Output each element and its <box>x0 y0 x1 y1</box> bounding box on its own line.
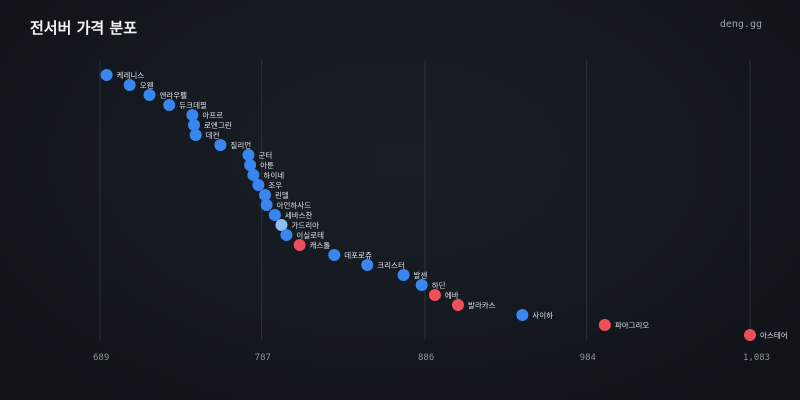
data-point[interactable]: 발센 <box>397 269 428 281</box>
gridlines <box>99 60 751 340</box>
data-point[interactable]: 에바 <box>428 289 459 301</box>
x-axis-ticks: 689 787 886 984 1,083 <box>93 353 770 363</box>
point-label: 발라카스 <box>468 301 496 310</box>
point-marker[interactable] <box>516 309 529 321</box>
point-marker[interactable] <box>186 109 199 121</box>
data-points: 케레니스오웬엔라우펠듀크데필아프르로엔그린데컨질리언군터아툰하이네조우린델아인하… <box>100 69 788 341</box>
point-label: 크리스터 <box>377 261 405 270</box>
x-tick-label: 689 <box>93 353 109 363</box>
point-marker[interactable] <box>260 199 273 211</box>
point-label: 엔라우펠 <box>159 90 187 100</box>
point-marker[interactable] <box>244 159 257 171</box>
point-label: 듀크데필 <box>179 100 207 110</box>
point-label: 조우 <box>268 181 282 190</box>
data-point[interactable]: 린델 <box>258 189 289 201</box>
data-point[interactable]: 세바스찬 <box>268 209 313 221</box>
point-label: 케레니스 <box>117 71 145 80</box>
point-marker[interactable] <box>744 329 756 341</box>
point-label: 세바스찬 <box>285 210 313 220</box>
x-tick-label: 984 <box>580 353 596 363</box>
point-label: 로엔그린 <box>204 120 232 130</box>
data-point[interactable]: 아프르 <box>186 109 223 121</box>
data-point[interactable]: 듀크데필 <box>163 99 207 111</box>
point-label: 아인하사드 <box>277 200 312 210</box>
point-label: 이실로테 <box>296 230 324 240</box>
point-marker[interactable] <box>451 299 464 311</box>
point-marker[interactable] <box>361 259 374 271</box>
point-marker[interactable] <box>328 249 341 261</box>
data-point[interactable]: 아툰 <box>244 159 274 171</box>
point-marker[interactable] <box>252 179 265 191</box>
data-point[interactable]: 질리언 <box>214 139 251 151</box>
data-point[interactable]: 캐스톨 <box>293 239 331 251</box>
point-marker[interactable] <box>188 119 201 131</box>
data-point[interactable]: 가드리아 <box>275 219 319 231</box>
point-marker[interactable] <box>163 99 176 111</box>
point-marker[interactable] <box>247 169 260 181</box>
chart-title: 전서버 가격 분포 <box>30 19 138 37</box>
point-marker[interactable] <box>214 139 227 151</box>
point-marker[interactable] <box>280 229 293 241</box>
point-label: 발센 <box>414 270 428 280</box>
point-marker[interactable] <box>293 239 306 251</box>
point-label: 하딘 <box>432 280 446 290</box>
point-marker[interactable] <box>275 219 288 231</box>
point-label: 캐스톨 <box>310 241 331 250</box>
data-point[interactable]: 파아그리오 <box>598 319 650 331</box>
x-tick-label: 787 <box>255 353 271 363</box>
point-marker[interactable] <box>143 89 156 101</box>
point-marker[interactable] <box>123 79 136 91</box>
data-point[interactable]: 오웬 <box>123 79 154 91</box>
data-point[interactable]: 아스테어 <box>744 329 788 341</box>
point-marker[interactable] <box>268 209 281 221</box>
data-point[interactable]: 로엔그린 <box>188 119 232 131</box>
point-label: 린델 <box>275 190 289 200</box>
point-label: 데컨 <box>206 130 220 140</box>
data-point[interactable]: 케레니스 <box>100 69 145 81</box>
data-point[interactable]: 사이하 <box>516 309 553 321</box>
point-marker[interactable] <box>415 279 428 291</box>
point-marker[interactable] <box>100 69 113 81</box>
brand-label: deng.gg <box>719 19 762 30</box>
point-label: 파아그리오 <box>615 320 650 330</box>
point-marker[interactable] <box>397 269 410 281</box>
point-marker[interactable] <box>242 149 255 161</box>
data-point[interactable]: 엔라우펠 <box>143 89 187 101</box>
data-point[interactable]: 군터 <box>242 149 272 161</box>
point-label: 아툰 <box>260 160 274 170</box>
data-point[interactable]: 크리스터 <box>361 259 405 271</box>
data-point[interactable]: 데포로쥬 <box>328 249 372 261</box>
data-point[interactable]: 이실로테 <box>280 229 324 241</box>
point-marker[interactable] <box>258 189 271 201</box>
point-marker[interactable] <box>428 289 441 301</box>
data-point[interactable]: 하딘 <box>415 279 446 291</box>
point-label: 사이하 <box>532 310 553 320</box>
point-label: 에바 <box>445 290 459 300</box>
x-tick-label: 1,083 <box>743 353 770 363</box>
point-marker[interactable] <box>189 129 202 141</box>
point-label: 질리언 <box>230 140 251 150</box>
point-label: 가드리아 <box>291 220 319 230</box>
data-point[interactable]: 발라카스 <box>451 299 496 311</box>
point-label: 데포로쥬 <box>344 251 372 260</box>
point-label: 군터 <box>258 151 272 160</box>
point-label: 아프르 <box>202 110 223 120</box>
data-point[interactable]: 하이네 <box>247 169 284 181</box>
point-label: 오웬 <box>140 81 154 90</box>
data-point[interactable]: 데컨 <box>189 129 220 141</box>
point-label: 하이네 <box>263 170 284 180</box>
x-tick-label: 886 <box>418 353 434 363</box>
point-marker[interactable] <box>598 319 611 331</box>
data-point[interactable]: 아인하사드 <box>260 199 312 211</box>
data-point[interactable]: 조우 <box>252 179 282 191</box>
point-label: 아스테어 <box>760 330 788 340</box>
